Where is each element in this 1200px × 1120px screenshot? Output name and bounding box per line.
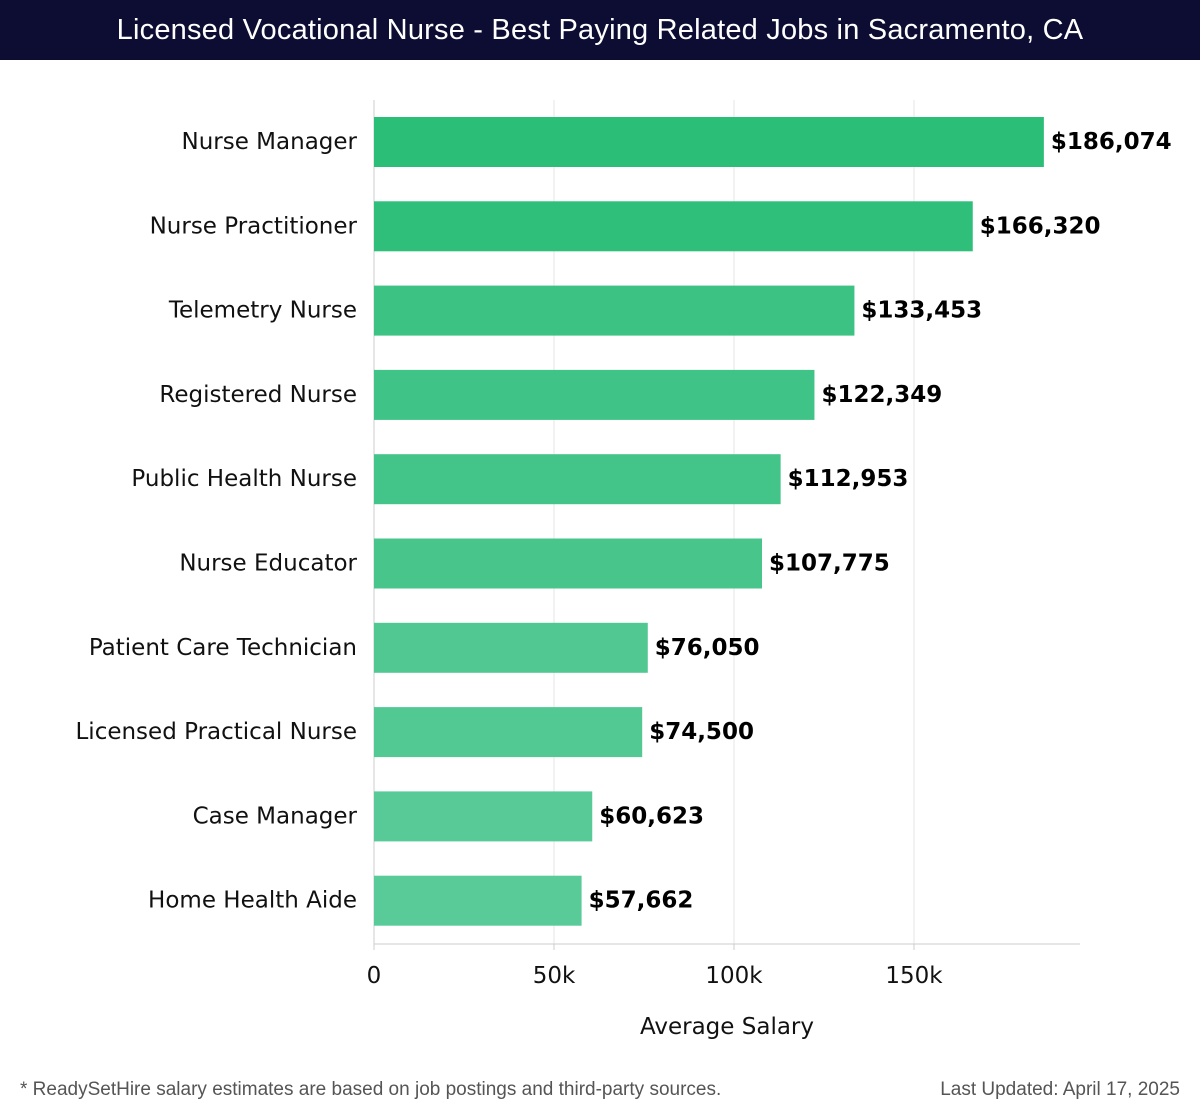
category-label: Registered Nurse [159, 382, 357, 408]
x-tick-label: 50k [533, 963, 576, 989]
category-label: Nurse Manager [182, 129, 358, 155]
value-label: $74,500 [649, 719, 754, 745]
bar [374, 117, 1044, 167]
bar [374, 454, 781, 505]
value-label: $107,775 [769, 551, 890, 577]
value-label: $60,623 [599, 803, 704, 829]
x-tick-label: 100k [705, 963, 763, 989]
chart-title: Licensed Vocational Nurse - Best Paying … [0, 0, 1200, 60]
x-axis-title: Average Salary [640, 1014, 814, 1040]
category-label: Patient Care Technician [89, 635, 357, 661]
bar [374, 538, 762, 589]
bar [374, 285, 855, 336]
bar [374, 622, 648, 673]
category-label: Licensed Practical Nurse [75, 719, 357, 745]
x-tick-label: 0 [367, 963, 382, 989]
value-label: $133,453 [861, 298, 982, 324]
bar [374, 369, 815, 420]
bar [374, 201, 973, 252]
category-label: Nurse Practitioner [150, 213, 358, 239]
category-label: Home Health Aide [148, 888, 357, 914]
value-label: $57,662 [589, 888, 694, 914]
bar [374, 791, 593, 842]
bar [374, 875, 582, 926]
value-label: $166,320 [980, 213, 1101, 239]
category-label: Telemetry Nurse [168, 298, 357, 324]
value-label: $122,349 [821, 382, 942, 408]
footer-note: * ReadySetHire salary estimates are base… [20, 1079, 722, 1100]
value-label: $112,953 [788, 466, 909, 492]
last-updated: Last Updated: April 17, 2025 [940, 1079, 1180, 1100]
value-label: $76,050 [655, 635, 760, 661]
x-tick-label: 150k [885, 963, 943, 989]
category-label: Public Health Nurse [131, 466, 357, 492]
value-label: $186,074 [1051, 129, 1172, 155]
category-label: Nurse Educator [179, 551, 357, 577]
bar [374, 707, 643, 758]
category-label: Case Manager [193, 803, 358, 829]
